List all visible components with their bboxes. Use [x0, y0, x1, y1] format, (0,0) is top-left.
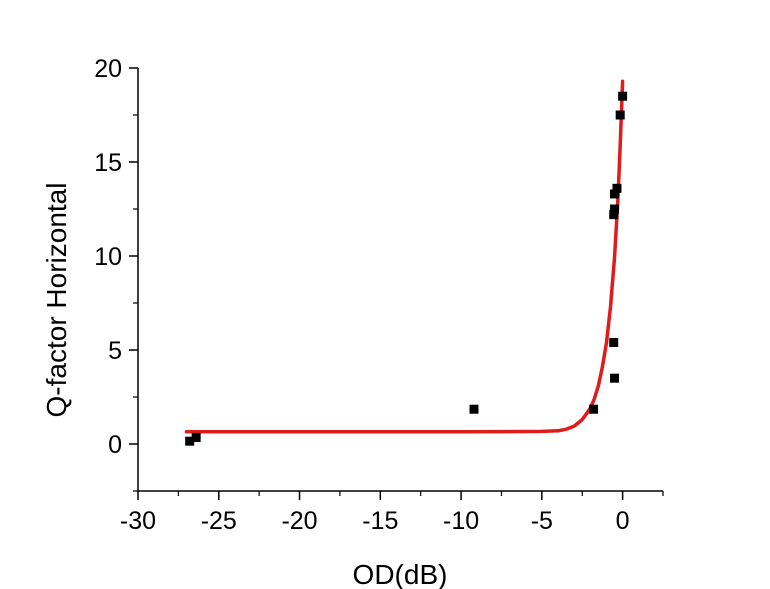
axis-ticks	[129, 67, 664, 500]
y-tick-label: 20	[94, 55, 122, 83]
x-tick-label: -30	[120, 507, 156, 535]
x-tick-label: -5	[531, 507, 553, 535]
data-point	[609, 210, 619, 220]
fit-line-layer	[184, 79, 625, 434]
tick-labels: -30 -25 -20 -15 -10 -5 0 0 5 10 15 20	[94, 55, 629, 535]
y-tick-label: 15	[94, 149, 122, 177]
data-point	[615, 110, 625, 120]
data-point	[185, 436, 195, 446]
plot-area	[137, 68, 663, 492]
fit-curve	[184, 79, 625, 434]
data-point	[612, 183, 622, 193]
y-tick-label: 0	[108, 431, 122, 459]
data-point	[610, 204, 620, 214]
data-points-layer	[185, 91, 628, 446]
data-point	[609, 337, 619, 347]
y-tick-label: 10	[94, 243, 122, 271]
y-axis-title: Q-factor Horizontal	[41, 183, 72, 418]
data-point	[618, 91, 628, 101]
x-tick-label: -15	[362, 507, 398, 535]
data-point	[191, 432, 201, 442]
data-point	[589, 404, 599, 414]
data-point	[610, 189, 620, 199]
x-tick-label: -25	[201, 507, 237, 535]
y-tick-label: 5	[108, 337, 122, 365]
x-tick-label: -20	[281, 507, 317, 535]
x-tick-label: -10	[443, 507, 479, 535]
x-axis-title: OD(dB)	[353, 559, 448, 589]
data-point	[469, 404, 479, 414]
x-tick-label: 0	[616, 507, 630, 535]
data-point	[610, 373, 620, 383]
